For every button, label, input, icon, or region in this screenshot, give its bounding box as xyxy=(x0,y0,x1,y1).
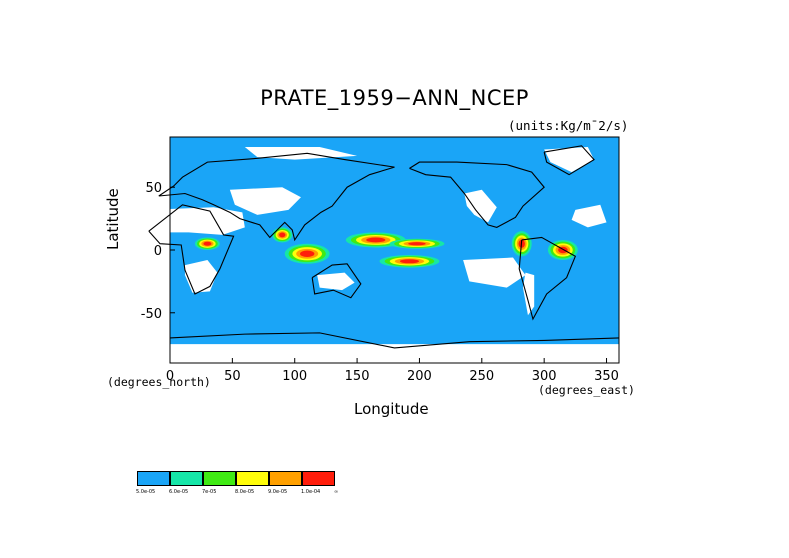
legend-label: 7e-05 xyxy=(202,489,217,495)
x-unit-label: (degrees_east) xyxy=(538,383,635,397)
legend-swatch xyxy=(269,471,302,486)
dry-region xyxy=(571,204,607,228)
y-tick-label: 50 xyxy=(145,181,162,196)
legend-swatch xyxy=(137,471,170,486)
field-base xyxy=(170,137,619,363)
precip-contour xyxy=(366,237,386,243)
precip-contour xyxy=(203,241,212,246)
coastline xyxy=(148,204,235,295)
coastline xyxy=(158,152,395,242)
precip-contour xyxy=(399,259,420,264)
dry-region xyxy=(463,257,526,288)
dry-region xyxy=(522,272,535,316)
legend-swatch xyxy=(170,471,203,486)
coastline xyxy=(409,161,545,228)
x-axis-title: Longitude xyxy=(354,400,429,418)
legend-swatch xyxy=(236,471,269,486)
coastlines xyxy=(148,145,620,349)
legend-label: 6.0e-05 xyxy=(169,489,189,495)
precip-contour xyxy=(300,250,315,257)
y-unit-label: (degrees_north) xyxy=(107,375,211,389)
dry-region xyxy=(184,260,218,293)
legend-label: ∞ xyxy=(334,489,339,495)
dry-region xyxy=(147,207,245,235)
legend-label: 9.0e-05 xyxy=(268,489,288,495)
axis-tick-labels: 0 50 100 150 200 250 300 350 50 0 -50 xyxy=(141,181,619,384)
legend-swatch xyxy=(302,471,335,486)
x-tick-label: 150 xyxy=(345,369,370,384)
coastline xyxy=(169,332,620,349)
coastline xyxy=(518,236,577,321)
precip-contour xyxy=(279,232,286,238)
y-axis-title: Latitude xyxy=(104,188,122,250)
chart-title: PRATE_1959−ANN_NCEP xyxy=(260,86,529,110)
units-label: (units:Kg/m¯2/s) xyxy=(508,118,629,133)
axis-ticks xyxy=(169,186,608,363)
x-tick-label: 100 xyxy=(282,369,307,384)
y-tick-label: -50 xyxy=(141,307,162,322)
x-tick-label: 0 xyxy=(166,369,174,384)
precip-contour xyxy=(408,242,426,246)
dry-region xyxy=(544,147,595,173)
x-tick-label: 250 xyxy=(469,369,494,384)
dry-region xyxy=(317,272,355,291)
legend-label: 1.0e-04 xyxy=(301,489,321,495)
dry-region xyxy=(464,189,497,223)
x-tick-label: 300 xyxy=(532,369,557,384)
legend-label: 5.0e-05 xyxy=(136,489,156,495)
legend-label: 8.0e-05 xyxy=(235,489,255,495)
x-tick-label: 200 xyxy=(407,369,432,384)
precipitation-field xyxy=(147,137,619,363)
coastline xyxy=(311,263,362,299)
y-tick-label: 0 xyxy=(154,244,162,259)
x-tick-label: 350 xyxy=(594,369,619,384)
legend-swatch xyxy=(203,471,236,486)
coastline xyxy=(543,145,595,176)
dry-region xyxy=(170,344,619,363)
dry-region xyxy=(229,187,301,215)
x-tick-label: 50 xyxy=(224,369,241,384)
